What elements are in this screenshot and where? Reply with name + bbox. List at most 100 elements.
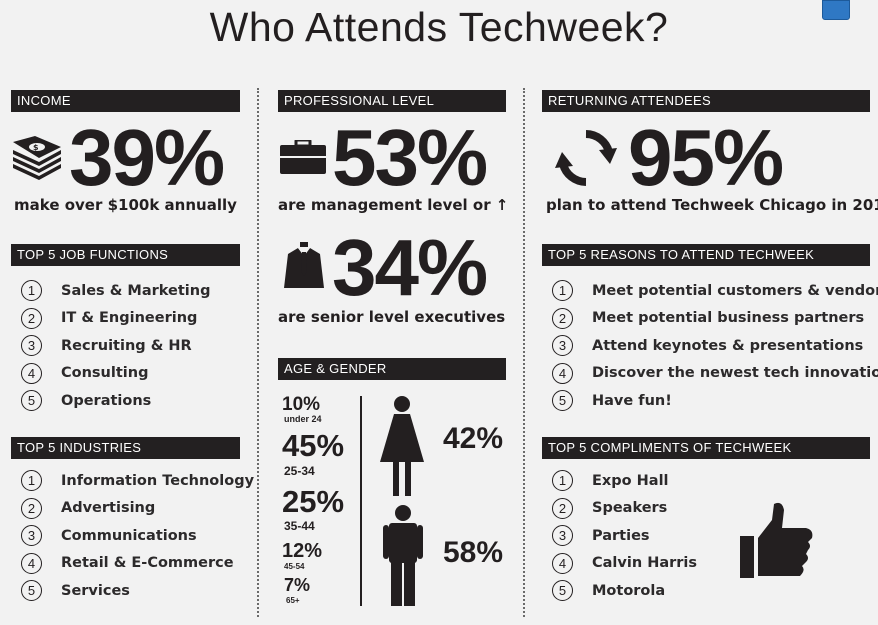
list-item-label: Calvin Harris (592, 555, 698, 572)
list-item: 3 Attend keynotes & presentations (552, 332, 878, 360)
income-header: INCOME (11, 90, 240, 112)
list-item: 3 Parties (552, 522, 697, 550)
thumbs-up-icon (738, 500, 814, 584)
number-badge: 1 (552, 470, 573, 492)
list-item-label: Meet potential customers & vendors (592, 282, 878, 299)
list-item: 2 IT & Engineering (21, 305, 210, 333)
age-pct: 12% (282, 540, 323, 562)
returning-stat: 95% (628, 113, 784, 202)
list-item: 2 Meet potential business partners (552, 305, 878, 333)
list-item: 2 Advertising (21, 495, 254, 523)
refresh-cycle-icon (554, 126, 618, 194)
right-column: RETURNING ATTENDEES 95% plan to attend T… (542, 0, 878, 625)
list-item-label: Attend keynotes & presentations (592, 337, 864, 354)
management-stat: 53% (332, 113, 488, 202)
management-caption: are management level or ↑ (278, 196, 509, 214)
age-range: 65+ (286, 596, 300, 605)
column-divider (523, 88, 525, 617)
number-badge: 2 (21, 307, 42, 329)
number-badge: 2 (21, 497, 42, 519)
female-pct: 42% (443, 422, 504, 455)
list-item-label: Discover the newest tech innovations (592, 365, 878, 382)
money-stack-icon: $ (11, 136, 63, 186)
list-item-label: Speakers (592, 500, 668, 517)
list-item: 1 Meet potential customers & vendors (552, 277, 878, 305)
number-badge: 4 (21, 362, 42, 384)
age-gender-divider (360, 396, 362, 606)
job-functions-header: TOP 5 JOB FUNCTIONS (11, 244, 240, 266)
income-stat: 39% (69, 113, 225, 202)
list-item-label: Advertising (61, 500, 156, 517)
list-item: 4 Calvin Harris (552, 550, 697, 578)
number-badge: 3 (552, 525, 573, 547)
list-item-label: Parties (592, 527, 650, 544)
list-item-label: Information Technology (61, 472, 255, 489)
age-range: under 24 (284, 414, 322, 424)
middle-column: PROFESSIONAL LEVEL 53% are management le… (278, 0, 509, 625)
list-item: 3 Communications (21, 522, 254, 550)
number-badge: 1 (21, 280, 42, 302)
list-item-label: Recruiting & HR (61, 337, 192, 354)
list-item-label: Communications (61, 527, 197, 544)
corner-badge (822, 0, 850, 20)
list-item-label: Expo Hall (592, 472, 669, 489)
list-item: 1 Sales & Marketing (21, 277, 210, 305)
senior-exec-caption: are senior level executives (278, 308, 506, 326)
list-item-label: Sales & Marketing (61, 282, 211, 299)
number-badge: 3 (21, 335, 42, 357)
compliments-list: 1 Expo Hall 2 Speakers 3 Parties 4 Calvin Ha… (552, 467, 697, 605)
age-gender-header: AGE & GENDER (278, 358, 506, 380)
compliments-header: TOP 5 COMPLIMENTS OF TECHWEEK (542, 437, 870, 459)
number-badge: 2 (552, 497, 573, 519)
list-item-label: Motorola (592, 582, 666, 599)
industries-list: 1 Information Technology 2 Advertising 3 Co… (21, 467, 254, 605)
age-range: 45-54 (284, 562, 305, 571)
list-item: 2 Speakers (552, 495, 697, 523)
number-badge: 4 (552, 552, 573, 574)
reasons-header: TOP 5 REASONS TO ATTEND TECHWEEK (542, 244, 870, 266)
age-range: 25-34 (284, 464, 315, 478)
list-item: 4 Consulting (21, 360, 210, 388)
senior-exec-stat: 34% (332, 223, 488, 312)
returning-caption: plan to attend Techweek Chicago in 2014 (546, 196, 878, 214)
industries-header: TOP 5 INDUSTRIES (11, 437, 240, 459)
svg-text:$: $ (33, 143, 39, 152)
number-badge: 1 (552, 280, 573, 302)
returning-attendees-header: RETURNING ATTENDEES (542, 90, 870, 112)
list-item: 3 Recruiting & HR (21, 332, 210, 360)
income-caption: make over $100k annually (14, 196, 237, 214)
list-item-label: Retail & E-Commerce (61, 555, 234, 572)
number-badge: 5 (552, 390, 573, 412)
page-title: Who Attends Techweek? (209, 4, 669, 50)
list-item: 5 Motorola (552, 577, 697, 605)
number-badge: 3 (552, 335, 573, 357)
reasons-list: 1 Meet potential customers & vendors 2 Mee… (552, 277, 878, 415)
list-item: 4 Discover the newest tech innovations (552, 360, 878, 388)
list-item: 5 Operations (21, 387, 210, 415)
column-divider (257, 88, 259, 617)
number-badge: 3 (21, 525, 42, 547)
list-item-label: Services (61, 582, 130, 599)
number-badge: 5 (21, 390, 42, 412)
business-suit-icon (284, 242, 324, 292)
list-item: 5 Services (21, 577, 254, 605)
list-item-label: IT & Engineering (61, 310, 198, 327)
age-pct: 10% (282, 394, 321, 415)
list-item-label: Operations (61, 392, 152, 409)
job-functions-list: 1 Sales & Marketing 2 IT & Engineering 3 Re… (21, 277, 210, 415)
number-badge: 1 (21, 470, 42, 492)
list-item: 1 Information Technology (21, 467, 254, 495)
list-item: 5 Have fun! (552, 387, 878, 415)
list-item-label: Have fun! (592, 392, 672, 409)
left-column: INCOME $ 39% make over $100k annually TO… (11, 0, 254, 625)
age-pct: 25% (282, 484, 345, 519)
female-figure-icon (380, 396, 424, 502)
number-badge: 5 (552, 580, 573, 602)
list-item-label: Consulting (61, 365, 149, 382)
list-item-label: Meet potential business partners (592, 310, 865, 327)
number-badge: 2 (552, 307, 573, 329)
number-badge: 4 (552, 362, 573, 384)
age-range: 35-44 (284, 519, 315, 533)
list-item: 4 Retail & E-Commerce (21, 550, 254, 578)
male-pct: 58% (443, 536, 504, 569)
